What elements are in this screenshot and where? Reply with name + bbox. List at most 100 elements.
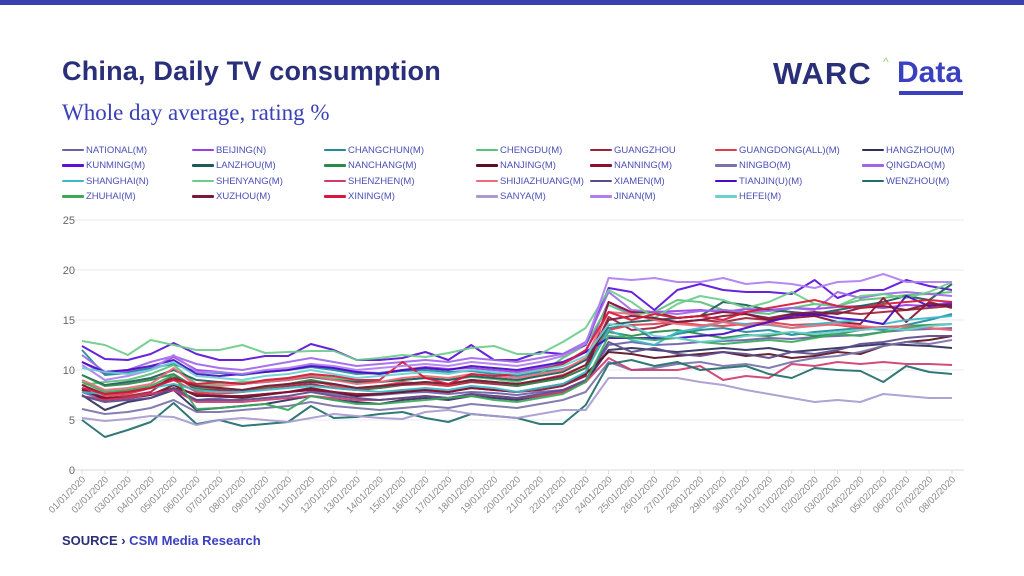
- legend-swatch: [476, 148, 498, 152]
- legend-label: HANGZHOU(M): [886, 144, 955, 156]
- series-line-hefei-m: [81, 323, 953, 381]
- legend-swatch: [62, 164, 84, 167]
- x-axis: 01/01/202002/01/202003/01/202004/01/2020…: [47, 470, 958, 516]
- legend-item: NATIONAL(M): [62, 143, 147, 157]
- legend-swatch: [324, 148, 346, 152]
- legend-item: CHENGDU(M): [476, 143, 562, 157]
- legend-swatch: [715, 164, 737, 167]
- legend-label: SHANGHAI(N): [86, 175, 149, 187]
- legend-item: HEFEI(M): [715, 190, 781, 204]
- legend-swatch: [476, 164, 498, 167]
- series-line-xuzhou-m: [81, 303, 953, 395]
- legend-swatch: [715, 195, 737, 198]
- legend-item: SHIJIAZHUANG(M): [476, 174, 584, 188]
- legend-swatch: [62, 179, 84, 183]
- legend-item: ZHUHAI(M): [62, 190, 136, 204]
- logo-data-text: Data: [897, 56, 963, 89]
- legend-item: XINING(M): [324, 190, 395, 204]
- y-tick-label: 20: [63, 265, 75, 277]
- legend-swatch: [590, 148, 612, 152]
- legend-item: WENZHOU(M): [862, 174, 949, 188]
- y-axis-ticks: 0 5 10 15 20 25: [63, 215, 75, 477]
- legend-label: GUANGDONG(ALL)(M): [739, 144, 840, 156]
- legend-label: NANJING(M): [500, 160, 556, 171]
- legend-swatch: [192, 148, 214, 152]
- legend-item: HANGZHOU(M): [862, 143, 955, 157]
- legend-swatch: [192, 164, 214, 167]
- legend-label: GUANGZHOU: [614, 144, 676, 156]
- series-line-shanghai-n: [81, 315, 953, 395]
- legend-label: QINGDAO(M): [886, 160, 946, 171]
- legend-swatch: [862, 179, 884, 183]
- legend-item: CHANGCHUN(M): [324, 143, 424, 157]
- legend-label: CHENGDU(M): [500, 144, 563, 156]
- legend-swatch: [862, 148, 884, 152]
- legend-label: WENZHOU(M): [886, 175, 950, 187]
- legend-swatch: [715, 179, 737, 183]
- legend-swatch: [590, 179, 612, 183]
- series-line-shenyang-m: [81, 281, 953, 361]
- y-tick-label: 10: [63, 365, 75, 377]
- legend-label: NATIONAL(M): [86, 144, 148, 156]
- legend-swatch: [324, 195, 346, 198]
- legend-swatch: [192, 195, 214, 198]
- legend-label: BEIJING(N): [216, 144, 267, 156]
- legend-swatch: [476, 195, 498, 198]
- legend-item: BEIJING(N): [192, 143, 266, 157]
- legend-label: NANNING(M): [614, 160, 673, 171]
- legend-item: TIANJIN(U)(M): [715, 174, 802, 188]
- series-line-ningbo-m: [81, 339, 953, 415]
- legend-item: XIAMEN(M): [590, 174, 665, 188]
- source-value: CSM Media Research: [125, 533, 261, 548]
- legend-label: SHIJIAZHUANG(M): [500, 175, 584, 187]
- page-subtitle: Whole day average, rating %: [62, 100, 330, 125]
- legend-swatch: [192, 179, 214, 183]
- legend-item: SHANGHAI(N): [62, 174, 149, 188]
- legend-swatch: [715, 148, 737, 152]
- legend-label: NANCHANG(M): [348, 160, 417, 171]
- legend-swatch: [62, 148, 84, 152]
- y-tick-label: 15: [63, 315, 75, 327]
- legend-swatch: [324, 179, 346, 183]
- legend-item: NINGBO(M): [715, 159, 791, 173]
- legend-item: SHENZHEN(M): [324, 174, 415, 188]
- series-line-qingdao-m: [81, 291, 953, 373]
- legend-swatch: [62, 195, 84, 198]
- legend-item: SHENYANG(M): [192, 174, 283, 188]
- y-tick-label: 5: [69, 415, 75, 427]
- legend-label: NINGBO(M): [739, 160, 791, 171]
- legend-item: JINAN(M): [590, 190, 656, 204]
- y-tick-label: 0: [69, 465, 75, 477]
- series-line-sanya-m: [81, 377, 952, 426]
- legend-swatch: [862, 164, 884, 167]
- legend-label: KUNMING(M): [86, 160, 146, 171]
- legend-item: GUANGZHOU: [590, 143, 676, 157]
- series-line-tianjin-u-m: [81, 295, 953, 377]
- legend-label: SHENYANG(M): [216, 175, 283, 187]
- legend-label: TIANJIN(U)(M): [739, 175, 803, 187]
- legend-label: SANYA(M): [500, 191, 546, 202]
- logo-warc-text: WARC: [773, 56, 872, 91]
- legend-label: XUZHOU(M): [216, 191, 271, 202]
- y-tick-label: 25: [63, 215, 75, 227]
- logo-underline: [899, 91, 963, 95]
- series-line-xiamen-m: [81, 335, 952, 403]
- legend-swatch: [590, 164, 612, 167]
- legend-item: NANCHANG(M): [324, 159, 417, 173]
- page-title: China, Daily TV consumption: [62, 56, 441, 86]
- legend-label: JINAN(M): [614, 191, 656, 202]
- legend-label: LANZHOU(M): [216, 160, 276, 171]
- legend-label: CHANGCHUN(M): [348, 144, 424, 156]
- legend-item: XUZHOU(M): [192, 190, 270, 204]
- legend-item: LANZHOU(M): [192, 159, 276, 173]
- legend-item: SANYA(M): [476, 190, 546, 204]
- legend-label: ZHUHAI(M): [86, 191, 136, 202]
- series-line-zhuhai-m: [81, 323, 953, 411]
- series-line-shijiazhuang-m: [81, 311, 953, 391]
- series-line-kunming-m: [81, 279, 953, 361]
- legend-label: HEFEI(M): [739, 191, 782, 202]
- gridlines: [70, 219, 964, 471]
- legend-item: NANJING(M): [476, 159, 556, 173]
- logo-caret-icon: ^: [883, 55, 889, 69]
- legend-swatch: [324, 164, 346, 167]
